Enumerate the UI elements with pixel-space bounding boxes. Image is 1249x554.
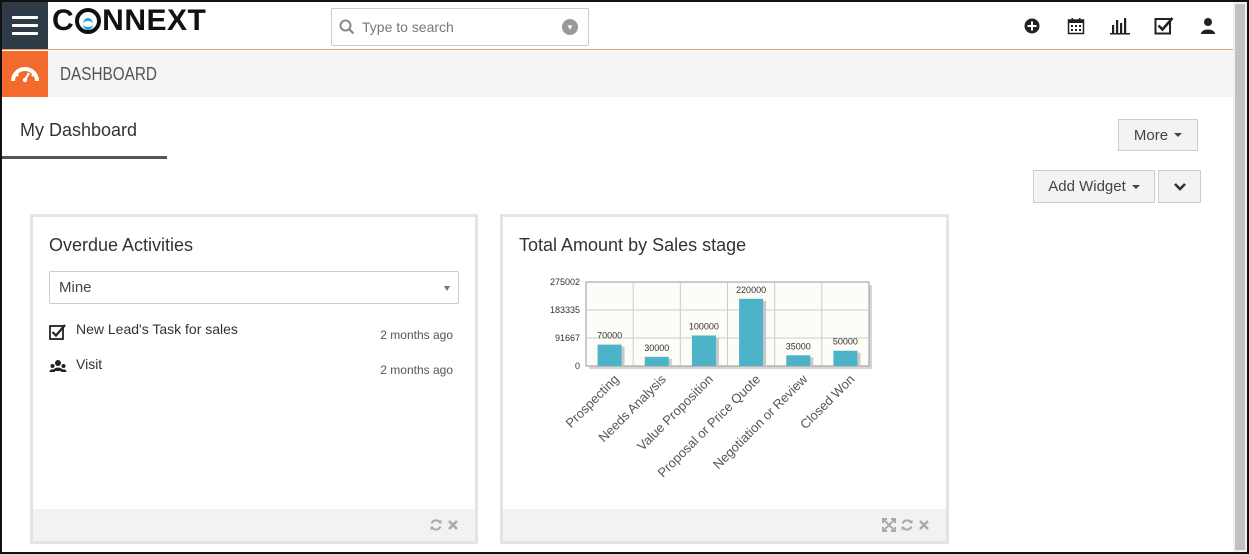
bar bbox=[833, 350, 858, 366]
overdue-activities-widget: Overdue Activities Mine New Lead's Task … bbox=[30, 214, 478, 544]
more-button[interactable]: More bbox=[1118, 119, 1198, 151]
logo-o-mark-icon bbox=[75, 8, 102, 34]
search-dropdown-icon[interactable]: ▾ bbox=[562, 19, 578, 35]
calendar-icon[interactable] bbox=[1065, 15, 1087, 37]
scrollbar-thumb[interactable] bbox=[1235, 4, 1245, 550]
page-header: DASHBOARD bbox=[2, 51, 1233, 97]
widget-title: Total Amount by Sales stage bbox=[519, 235, 747, 255]
refresh-icon[interactable] bbox=[900, 518, 914, 532]
search-box[interactable]: ▾ bbox=[331, 8, 589, 46]
expand-icon[interactable] bbox=[882, 518, 896, 532]
bar bbox=[691, 335, 716, 366]
data-label: 50000 bbox=[833, 337, 858, 347]
widget-footer bbox=[503, 509, 946, 541]
widget-footer bbox=[33, 509, 475, 541]
search-icon bbox=[332, 19, 362, 35]
tab-my-dashboard[interactable]: My Dashboard bbox=[2, 114, 167, 159]
app-logo[interactable]: C NNEXT bbox=[52, 4, 207, 37]
y-tick-label: 275002 bbox=[550, 277, 580, 287]
bar-chart-icon[interactable] bbox=[1109, 15, 1131, 37]
x-tick-label: Negotiation or Review bbox=[710, 371, 811, 472]
data-label: 100000 bbox=[689, 321, 719, 331]
data-label: 35000 bbox=[786, 341, 811, 351]
chevron-down-icon bbox=[1173, 182, 1186, 191]
user-icon[interactable] bbox=[1197, 15, 1219, 37]
add-widget-button[interactable]: Add Widget bbox=[1033, 170, 1155, 203]
task-check-icon bbox=[49, 323, 67, 341]
close-icon[interactable] bbox=[447, 519, 459, 531]
refresh-icon[interactable] bbox=[429, 518, 443, 532]
page-scrollbar[interactable] bbox=[1233, 2, 1247, 552]
sales-stage-widget: Total Amount by Sales stage 0 91667 183335… bbox=[500, 214, 949, 544]
data-label: 70000 bbox=[597, 331, 622, 341]
activity-item[interactable]: New Lead's Task for sales 2 months ago bbox=[49, 321, 459, 351]
activity-name[interactable]: New Lead's Task for sales bbox=[76, 321, 238, 337]
caret-down-icon bbox=[1174, 133, 1183, 137]
page-title: DASHBOARD bbox=[60, 64, 157, 84]
meeting-people-icon bbox=[49, 358, 67, 376]
dashboard-gauge-icon[interactable] bbox=[2, 51, 48, 97]
tab-label: My Dashboard bbox=[20, 120, 138, 140]
add-widget-label: Add Widget bbox=[1048, 178, 1126, 195]
close-icon[interactable] bbox=[918, 519, 930, 531]
bar bbox=[739, 298, 764, 366]
search-input[interactable] bbox=[362, 12, 562, 42]
widget-title: Overdue Activities bbox=[49, 235, 194, 255]
bar bbox=[597, 344, 622, 366]
bar bbox=[644, 356, 669, 366]
menu-hamburger-icon[interactable] bbox=[2, 2, 48, 49]
caret-down-icon bbox=[1131, 184, 1140, 189]
activity-name[interactable]: Visit bbox=[76, 356, 103, 372]
y-tick-label: 183335 bbox=[550, 305, 580, 315]
activity-time: 2 months ago bbox=[380, 363, 453, 377]
data-label: 220000 bbox=[736, 285, 766, 295]
activity-item[interactable]: Visit 2 months ago bbox=[49, 356, 459, 386]
tasks-checkbox-icon[interactable] bbox=[1153, 15, 1175, 37]
y-tick-label: 91667 bbox=[555, 333, 580, 343]
plus-circle-icon[interactable] bbox=[1021, 15, 1043, 37]
owner-filter-select[interactable]: Mine bbox=[49, 271, 459, 304]
more-button-label: More bbox=[1133, 126, 1169, 144]
owner-filter-value: Mine bbox=[59, 279, 92, 296]
sales-stage-bar-chart: 09166718333527500270000Prospecting30000N… bbox=[550, 277, 872, 480]
widget-options-toggle[interactable] bbox=[1158, 170, 1201, 203]
activity-time: 2 months ago bbox=[380, 328, 453, 342]
y-tick-label: 0 bbox=[575, 361, 580, 371]
data-label: 30000 bbox=[644, 343, 669, 353]
select-caret-icon bbox=[444, 286, 450, 291]
bar bbox=[786, 355, 811, 366]
